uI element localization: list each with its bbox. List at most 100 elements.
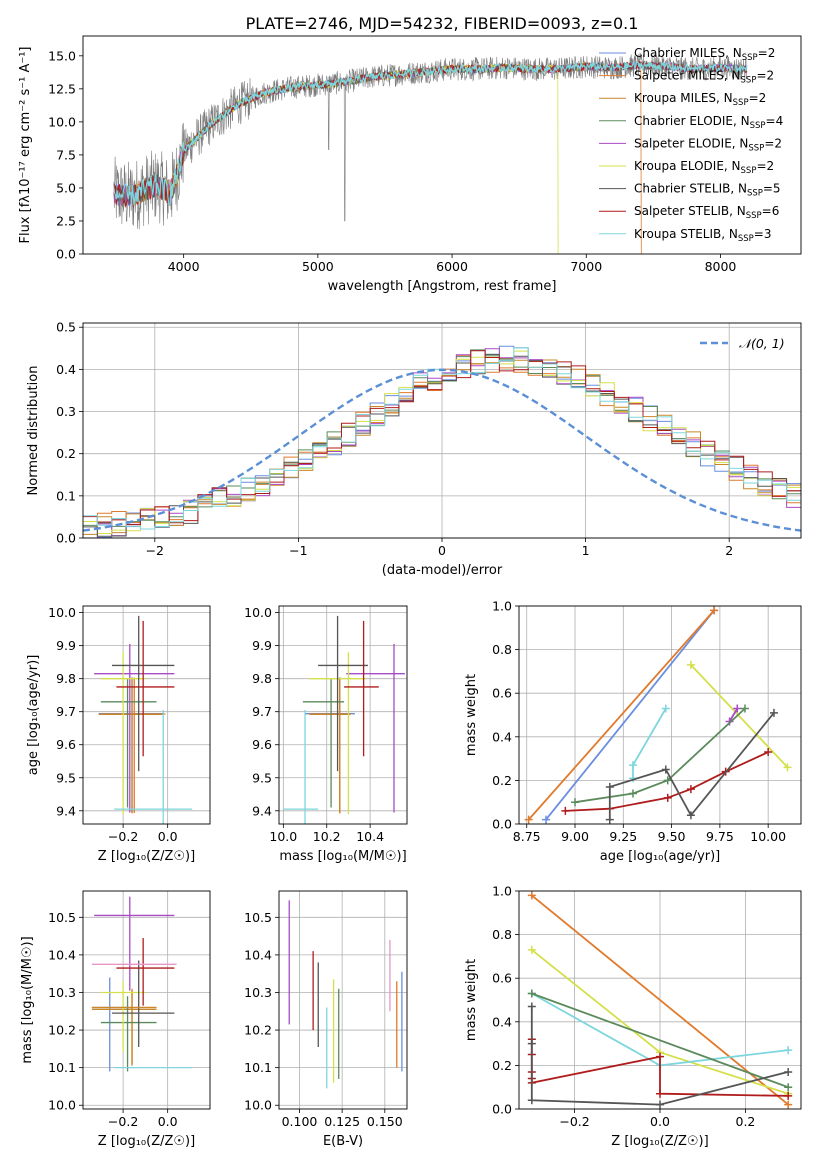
x-tick-label: 5000 <box>302 259 334 274</box>
legend: 𝒩(0, 1) <box>700 336 785 351</box>
x-tick-label: 0.0 <box>650 1114 670 1129</box>
y-tick-label: 0.8 <box>492 642 512 657</box>
y-tick-label: 0.4 <box>492 1014 512 1029</box>
y-tick-label: 10.2 <box>48 1023 76 1038</box>
series-marker <box>656 1089 664 1098</box>
series-marker <box>527 1002 536 1011</box>
legend-label: Kroupa MILES, NSSP=2 <box>634 91 766 108</box>
y-tick-label: 1.0 <box>492 884 512 899</box>
series-marker <box>783 763 792 772</box>
x-tick-label: 0.125 <box>324 1114 360 1129</box>
series-marker <box>542 815 551 824</box>
y-tick-label: 9.6 <box>56 737 76 752</box>
series-marker <box>524 815 533 824</box>
series-marker <box>740 704 749 713</box>
series-kroupa-elodie <box>686 660 792 772</box>
series-line <box>632 708 667 779</box>
plot-area <box>94 615 193 824</box>
residual-histogram-plot: −2 −1 0 1 2 0.0 0.1 0.2 0.3 0.4 0.5 (data-model)/er… <box>26 320 802 578</box>
x-tick-label: 7000 <box>570 259 602 274</box>
normal-curve <box>83 368 801 532</box>
x-tick-label: 9.00 <box>561 829 589 844</box>
legend-label: Chabrier ELODIE, NSSP=4 <box>634 114 783 131</box>
axes-frame <box>518 890 802 1110</box>
plot-area <box>91 896 193 1072</box>
x-tick-label: −0.2 <box>108 1114 138 1129</box>
x-tick-label: 10.00 <box>750 829 786 844</box>
y-tick-label: 0.2 <box>56 446 76 461</box>
legend-label: Salpeter ELODIE, NSSP=2 <box>634 136 782 153</box>
series-line <box>531 992 789 1089</box>
x-tick-label: −0.2 <box>108 829 138 844</box>
y-tick-label: 9.7 <box>56 704 76 719</box>
y-tick-label: 0.3 <box>56 404 76 419</box>
errorbar-point <box>344 620 379 757</box>
x-tick-label: 10.4 <box>356 829 384 844</box>
series-line <box>690 664 789 768</box>
legend-item: Kroupa MILES, NSSP=2 <box>599 91 766 108</box>
plot-area <box>83 345 801 538</box>
y-tick-label: 0.0 <box>492 817 512 832</box>
x-axis-label: (data-model)/error <box>382 563 503 578</box>
y-tick-label: 0.4 <box>492 729 512 744</box>
errorbar-point <box>91 990 157 1066</box>
x-tick-label: 10.2 <box>313 829 341 844</box>
errorbar-point <box>98 678 164 814</box>
legend-item: Chabrier MILES, NSSP=2 <box>599 46 775 63</box>
y-tick-label: 9.8 <box>56 671 76 686</box>
axes-frame <box>278 605 408 825</box>
grid <box>279 606 407 824</box>
series-marker <box>784 1100 793 1109</box>
x-tick-label: 9.75 <box>706 829 734 844</box>
y-tick-label: 10.0 <box>48 605 76 620</box>
series-marker <box>733 704 742 713</box>
axes-frame <box>82 890 211 1110</box>
x-tick-label: 4000 <box>168 259 200 274</box>
series-marker <box>663 793 672 802</box>
errorbar-point <box>94 896 175 991</box>
x-tick-label: −1 <box>289 543 307 558</box>
legend-label: Chabrier MILES, NSSP=2 <box>634 46 775 63</box>
x-tick-label: 8.75 <box>513 829 541 844</box>
series-chabrier-elodie <box>571 704 749 807</box>
axes-frame <box>82 322 802 539</box>
errorbars <box>94 615 193 824</box>
y-tick-label: 0.2 <box>492 1058 512 1073</box>
errorbar-point <box>111 960 175 1047</box>
figure-title: PLATE=2746, MJD=54232, FIBERID=0093, z=0… <box>246 14 639 33</box>
grid <box>83 606 210 824</box>
series-marker <box>686 811 695 820</box>
y-tick-label: 1.0 <box>492 599 512 614</box>
series-chabrier-stelib <box>527 1002 793 1109</box>
y-tick-label: 0.6 <box>492 686 512 701</box>
y-tick-label: 10.1 <box>48 1060 76 1075</box>
series-marker <box>527 945 536 954</box>
z-age-plot: −0.2 0.0 9.4 9.5 9.6 9.7 9.8 9.9 10.0 Z [log₁₀(Z/… <box>26 605 211 864</box>
y-tick-label: 9.6 <box>252 737 272 752</box>
series-marker <box>784 1067 793 1076</box>
series-marker <box>656 1100 664 1109</box>
y-tick-label: 10.2 <box>244 1023 272 1038</box>
x-axis-label: Z [log₁₀(Z/Z☉)] <box>611 1134 708 1149</box>
legend-label: 𝒩(0, 1) <box>739 336 785 351</box>
errorbars <box>91 896 193 1072</box>
legend-item: Chabrier ELODIE, NSSP=4 <box>599 114 783 131</box>
y-axis-label: mass weight <box>464 959 479 1041</box>
axes-frame <box>82 35 802 255</box>
errorbar-point <box>100 678 157 808</box>
series-line <box>531 894 789 1106</box>
errorbar-point <box>309 677 351 814</box>
y-tick-label: 0.0 <box>56 531 76 546</box>
y-tick-label: 10.0 <box>244 605 272 620</box>
z-mass-plot: −0.2 0.0 10.0 10.1 10.2 10.3 10.4 10.5 Z [log₁₀(… <box>20 890 211 1149</box>
y-axis-label: Normed distribution <box>26 366 41 496</box>
z-weight-plot: −0.2 0.0 0.2 0.0 0.2 0.4 0.6 0.8 1.0 Z [log₁₀(Z/Z… <box>464 884 802 1149</box>
legend-item: Salpeter ELODIE, NSSP=2 <box>599 136 782 153</box>
y-tick-label: 0.8 <box>492 927 512 942</box>
series-marker <box>628 789 637 798</box>
series-marker <box>686 785 695 794</box>
errorbar-point <box>100 677 166 814</box>
y-tick-label: 9.9 <box>252 638 272 653</box>
series-marker <box>527 891 536 900</box>
